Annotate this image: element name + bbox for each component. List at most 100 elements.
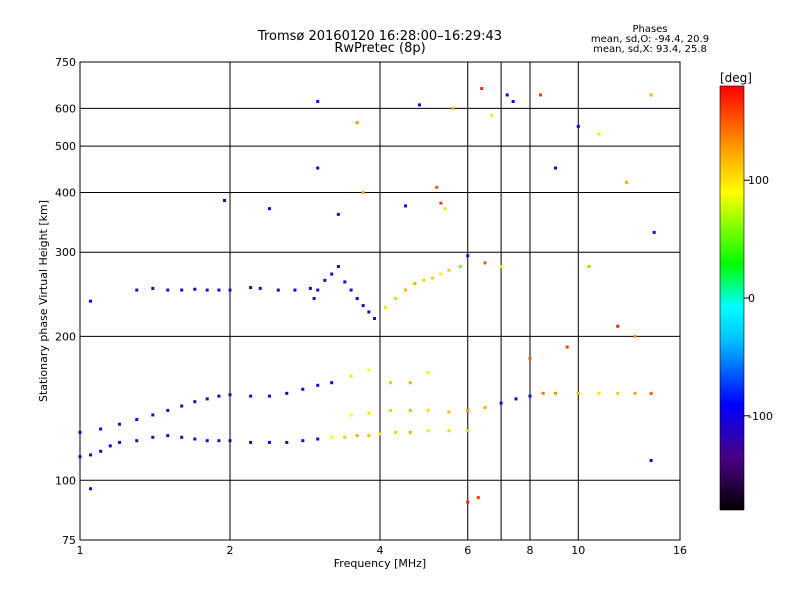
data-point [652, 230, 656, 234]
x-gridlines [229, 62, 579, 540]
data-point [349, 374, 353, 378]
data-point [330, 381, 334, 385]
data-point [616, 324, 620, 328]
data-point [439, 272, 443, 276]
data-point [576, 391, 580, 395]
data-point [205, 439, 209, 443]
data-point [435, 185, 439, 189]
plot-area: 1 2 4 6 8 10 16 75 100 200 300 400 500 600 750 [55, 56, 687, 557]
y-tick-label: 300 [55, 246, 76, 259]
y-tick-label: 750 [55, 56, 76, 69]
data-point [361, 190, 365, 194]
data-point [151, 413, 155, 417]
chart-subtitle: RwPretec (8p) [334, 41, 425, 56]
data-point [511, 100, 515, 104]
data-point [466, 408, 470, 412]
x-tick-label: 4 [377, 544, 384, 557]
data-point [426, 429, 430, 433]
data-point [490, 113, 494, 117]
data-point [180, 288, 184, 292]
data-point [117, 440, 121, 444]
data-point [89, 487, 93, 491]
x-tick-label: 6 [464, 544, 471, 557]
x-tick-label: 10 [571, 544, 585, 557]
data-point [228, 288, 232, 292]
colorbar-unit: [deg] [720, 71, 752, 85]
data-point [466, 254, 470, 258]
data-point [301, 439, 305, 443]
data-point [349, 288, 353, 292]
data-point [228, 393, 232, 397]
data-point [649, 93, 653, 97]
data-point [633, 334, 637, 338]
stats-line-2: mean, sd,X: 93.4, 25.8 [593, 44, 707, 55]
stats-title: Phases [632, 24, 667, 35]
data-point [499, 265, 503, 269]
data-point [633, 391, 637, 395]
data-point [447, 410, 451, 414]
data-point [528, 356, 532, 360]
data-point [193, 400, 197, 404]
data-point [355, 121, 359, 125]
data-point [367, 310, 371, 314]
data-point [514, 397, 518, 401]
data-point [349, 413, 353, 417]
data-point [451, 106, 455, 110]
data-point [166, 408, 170, 412]
data-point [587, 265, 591, 269]
data-point [408, 430, 412, 434]
data-point [373, 316, 377, 320]
data-point [476, 496, 480, 500]
data-point [308, 286, 312, 290]
data-point [597, 132, 601, 136]
data-point [447, 429, 451, 433]
chart-title: Tromsø 20160120 16:28:00–16:29:43 [257, 29, 502, 44]
data-point [499, 401, 503, 405]
x-tick-label: 1 [77, 544, 84, 557]
data-point [336, 212, 340, 216]
data-point [316, 288, 320, 292]
y-gridlines [80, 107, 680, 481]
data-point [576, 124, 580, 128]
data-point [285, 391, 289, 395]
data-point [431, 276, 435, 280]
data-point [301, 387, 305, 391]
y-tick-label: 600 [55, 102, 76, 115]
data-point [361, 304, 365, 308]
data-point [166, 288, 170, 292]
x-tick-labels: 1 2 4 6 8 10 16 [77, 544, 688, 557]
data-point [267, 207, 271, 211]
data-point [403, 204, 407, 208]
y-tick-label: 100 [55, 474, 76, 487]
data-point [378, 432, 382, 436]
y-tick-label: 500 [55, 140, 76, 153]
data-point [447, 268, 451, 272]
data-point [135, 439, 139, 443]
x-axis-label: Frequency [MHz] [334, 557, 426, 570]
data-point [293, 288, 297, 292]
data-point [553, 391, 557, 395]
data-point [408, 408, 412, 412]
data-point [597, 391, 601, 395]
data-point [422, 278, 426, 282]
data-point [323, 278, 327, 282]
data-point [394, 297, 398, 301]
data-point [383, 305, 387, 309]
data-point [553, 166, 557, 170]
data-point [413, 282, 417, 286]
colorbar-tick-label: -100 [748, 410, 773, 423]
data-point [417, 103, 421, 107]
data-point [135, 288, 139, 292]
data-point [108, 444, 112, 448]
colorbar-tick-label: 0 [748, 292, 755, 305]
data-point [505, 93, 509, 97]
colorbar-ticks: 100 0 -100 [744, 174, 773, 423]
data-point [267, 394, 271, 398]
stats-line-1: mean, sd,O: -94.4, 20.9 [591, 34, 709, 45]
data-point [193, 287, 197, 291]
data-point [565, 345, 569, 349]
data-point [649, 391, 653, 395]
data-point [249, 286, 253, 290]
data-point [483, 261, 487, 265]
